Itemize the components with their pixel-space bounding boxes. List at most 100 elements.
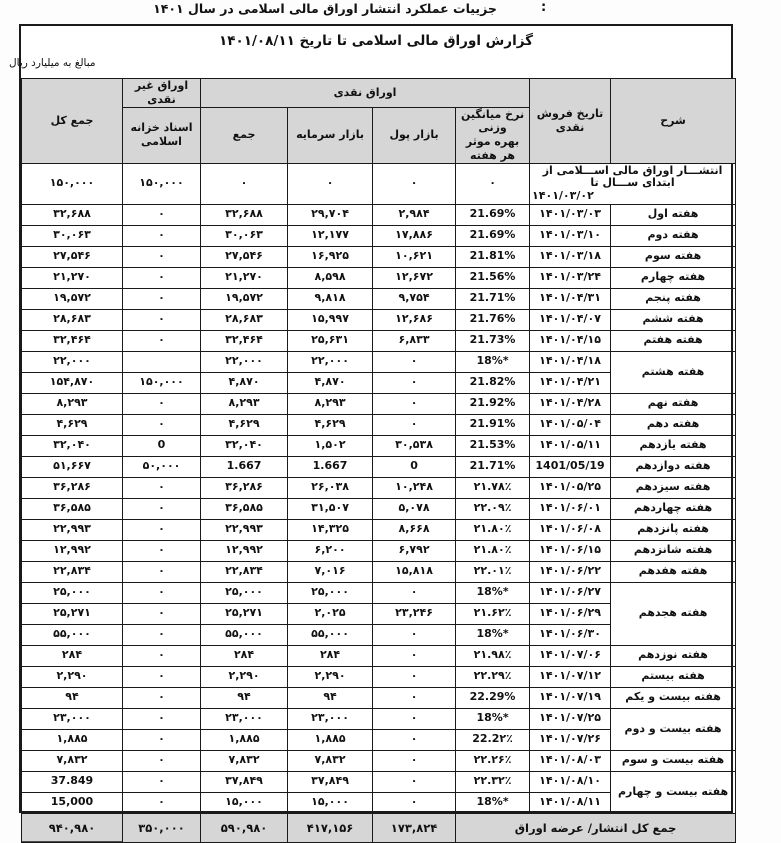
capital-market-cell: ۲,۲۹۰ bbox=[287, 665, 374, 688]
money-market-cell: ۹,۷۵۴ bbox=[372, 287, 457, 310]
cash-sum-cell: ۹۴ bbox=[199, 686, 289, 709]
date-cell: ۱۴۰۱/۰۶/۲۹ bbox=[529, 602, 612, 625]
desc-cell: هفته شانزدهم bbox=[610, 539, 737, 562]
rate-cell: 21.73% bbox=[455, 329, 531, 352]
rate-cell: ۲۲.۰۹٪ bbox=[455, 497, 531, 520]
money-market-cell: ۶,۸۳۳ bbox=[372, 329, 457, 352]
header-group-noncash: اوراق غیر نقدی bbox=[122, 78, 201, 108]
report-box: گزارش اوراق مالی اسلامی تا تاریخ ۱۴۰۱/۰۸… bbox=[9, 24, 737, 843]
rate-cell: ۲۱.۶۲٪ bbox=[455, 602, 531, 625]
desc-cell: هفته ششم bbox=[610, 308, 737, 331]
money-market-cell: ۳۰,۵۳۸ bbox=[372, 434, 457, 457]
grand-total-cell: ۲۵,۲۷۱ bbox=[21, 602, 123, 625]
treasury-cell: ۰ bbox=[122, 224, 201, 247]
grand-total-cell: ۲۲,۰۰۰ bbox=[21, 350, 123, 373]
capital-market-cell: ۷,۰۱۶ bbox=[287, 560, 374, 583]
date-cell: ۱۴۰۱/۰۳/۰۳ bbox=[529, 203, 612, 226]
treasury-cell: ۰ bbox=[122, 308, 201, 331]
capital-market-cell: ۲,۰۲۵ bbox=[287, 602, 374, 625]
money-market-cell: ۲۳,۲۴۶ bbox=[372, 602, 457, 625]
total-money-market-cell: ۱۷۳,۸۲۴ bbox=[372, 812, 457, 843]
table-header: شرح تاریخ فروش نقدی اوراق نقدی اوراق غیر… bbox=[21, 78, 737, 164]
cash-sum-cell: ۲,۲۹۰ bbox=[199, 665, 289, 688]
money-market-cell: ۱۲,۶۷۲ bbox=[372, 266, 457, 289]
desc-cell: هفته بیست و یکم bbox=[610, 686, 737, 709]
money-market-cell: ۰ bbox=[372, 162, 457, 205]
treasury-cell: ۰ bbox=[122, 203, 201, 226]
date-cell: ۱۴۰۱/۰۸/۱۰ bbox=[529, 770, 612, 793]
capital-market-cell: ۱۲,۱۷۷ bbox=[287, 224, 374, 247]
money-market-cell: ۱۲,۶۸۶ bbox=[372, 308, 457, 331]
table-row: هفته شانزدهم ۱۴۰۱/۰۶/۱۵ ۲۱.۸۰٪ ۶,۷۹۲ ۶,۲۰۰ ۱۲… bbox=[21, 539, 737, 562]
capital-market-cell: ۱۶,۹۲۵ bbox=[287, 245, 374, 268]
money-market-cell: ۰ bbox=[372, 728, 457, 751]
table-row: هفته نهم ۱۴۰۱/۰۴/۲۸ 21.92% ۰ ۸,۲۹۳ ۸,۲۹۳ ۰ ۸,۲۹… bbox=[21, 392, 737, 415]
grand-total-cell: ۹۴ bbox=[21, 686, 123, 709]
money-market-cell: ۰ bbox=[372, 392, 457, 415]
grand-total-cell: ۲۵,۰۰۰ bbox=[21, 581, 123, 604]
money-market-cell: ۵,۰۷۸ bbox=[372, 497, 457, 520]
capital-market-cell: ۱۴,۳۲۵ bbox=[287, 518, 374, 541]
date-cell: ۱۴۰۱/۰۳/۲۴ bbox=[529, 266, 612, 289]
rate-cell: 21.69% bbox=[455, 224, 531, 247]
money-market-cell: ۰ bbox=[372, 350, 457, 373]
desc-cell: هفته هشتم bbox=[610, 350, 737, 394]
cash-sum-cell: 1.667 bbox=[199, 455, 289, 478]
treasury-cell bbox=[122, 350, 201, 373]
cash-sum-cell: ۲۸۴ bbox=[199, 644, 289, 667]
table-row: ۱۴۰۱/۰۶/۳۰ 18%* ۰ ۵۵,۰۰۰ ۵۵,۰۰۰ ۰ ۵۵,۰۰۰ bbox=[21, 623, 736, 646]
treasury-cell: ۰ bbox=[122, 266, 201, 289]
grand-total-cell: ۱۵۰,۰۰۰ bbox=[21, 162, 123, 205]
rate-cell: 18%* bbox=[455, 581, 531, 604]
rate-cell: 18%* bbox=[455, 791, 531, 814]
rate-cell: ۲۲.۲۶٪ bbox=[455, 749, 531, 772]
desc-cell: هفته هجدهم bbox=[610, 581, 737, 646]
cash-sum-cell: ۴,۶۲۹ bbox=[199, 413, 289, 436]
date-cell: ۱۴۰۱/۰۵/۲۵ bbox=[529, 476, 612, 499]
cash-sum-cell: ۰ bbox=[199, 162, 289, 205]
capital-market-cell: ۲۸۴ bbox=[287, 644, 374, 667]
date-cell: ۱۴۰۱/۰۶/۰۸ bbox=[529, 518, 612, 541]
capital-market-cell: ۱,۸۸۵ bbox=[287, 728, 374, 751]
capital-market-cell: ۶,۲۰۰ bbox=[287, 539, 374, 562]
desc-cell: هفته دهم bbox=[610, 413, 737, 436]
cash-sum-cell: ۳۲,۰۴۰ bbox=[199, 434, 289, 457]
desc-cell: هفته یازدهم bbox=[610, 434, 737, 457]
desc-cell: هفته پانزدهم bbox=[610, 518, 737, 541]
desc-cell: هفته نهم bbox=[610, 392, 737, 415]
capital-market-cell: ۱۵,۰۰۰ bbox=[287, 791, 374, 814]
cash-sum-cell: ۳۷,۸۴۹ bbox=[199, 770, 289, 793]
money-market-cell: ۰ bbox=[372, 749, 457, 772]
desc-cell: هفته سیزدهم bbox=[610, 476, 737, 499]
grand-total-cell: ۵۱,۶۶۷ bbox=[21, 455, 123, 478]
capital-market-cell: ۴,۸۷۰ bbox=[287, 371, 374, 394]
date-cell: ۱۴۰۱/۰۷/۲۶ bbox=[529, 728, 612, 751]
treasury-cell: ۰ bbox=[122, 287, 201, 310]
capital-market-cell: ۰ bbox=[287, 162, 374, 205]
desc-cell: هفته بیست و چهارم bbox=[610, 770, 737, 814]
total-row: جمع کل انتشار/ عرضه اوراق ۱۷۳,۸۲۴ ۴۱۷,۱۵… bbox=[21, 812, 737, 843]
money-market-cell: 0 bbox=[372, 455, 457, 478]
cash-sum-cell: ۴,۸۷۰ bbox=[199, 371, 289, 394]
money-market-cell: ۰ bbox=[372, 665, 457, 688]
cash-sum-cell: ۷,۸۳۲ bbox=[199, 749, 289, 772]
capital-market-cell: ۳۷,۸۴۹ bbox=[287, 770, 374, 793]
table-footer: جمع کل انتشار/ عرضه اوراق ۱۷۳,۸۲۴ ۴۱۷,۱۵… bbox=[21, 812, 737, 843]
treasury-cell: ۰ bbox=[122, 770, 201, 793]
grand-total-cell: ۴,۶۲۹ bbox=[21, 413, 123, 436]
treasury-cell: ۰ bbox=[122, 581, 201, 604]
capital-market-cell: ۲۹,۷۰۴ bbox=[287, 203, 374, 226]
rate-cell: 18%* bbox=[455, 707, 531, 730]
capital-market-cell: ۲۶,۰۳۸ bbox=[287, 476, 374, 499]
rate-cell: ۰ bbox=[455, 162, 531, 205]
rate-cell: ۲۱.۸۰٪ bbox=[455, 518, 531, 541]
table-row: هفته چهارم ۱۴۰۱/۰۳/۲۴ 21.56% ۱۲,۶۷۲ ۸,۵۹۸ ۲۱,… bbox=[21, 266, 737, 289]
date-cell: ۱۴۰۱/۰۵/۱۱ bbox=[529, 434, 612, 457]
capital-market-cell: 1.667 bbox=[287, 455, 374, 478]
grand-total-cell: ۲۲,۸۳۴ bbox=[21, 560, 123, 583]
capital-market-cell: ۹,۸۱۸ bbox=[287, 287, 374, 310]
rate-cell: 18%* bbox=[455, 350, 531, 373]
capital-market-cell: ۷,۸۳۲ bbox=[287, 749, 374, 772]
capital-market-cell: ۸,۲۹۳ bbox=[287, 392, 374, 415]
desc-cell: هفته چهاردهم bbox=[610, 497, 737, 520]
